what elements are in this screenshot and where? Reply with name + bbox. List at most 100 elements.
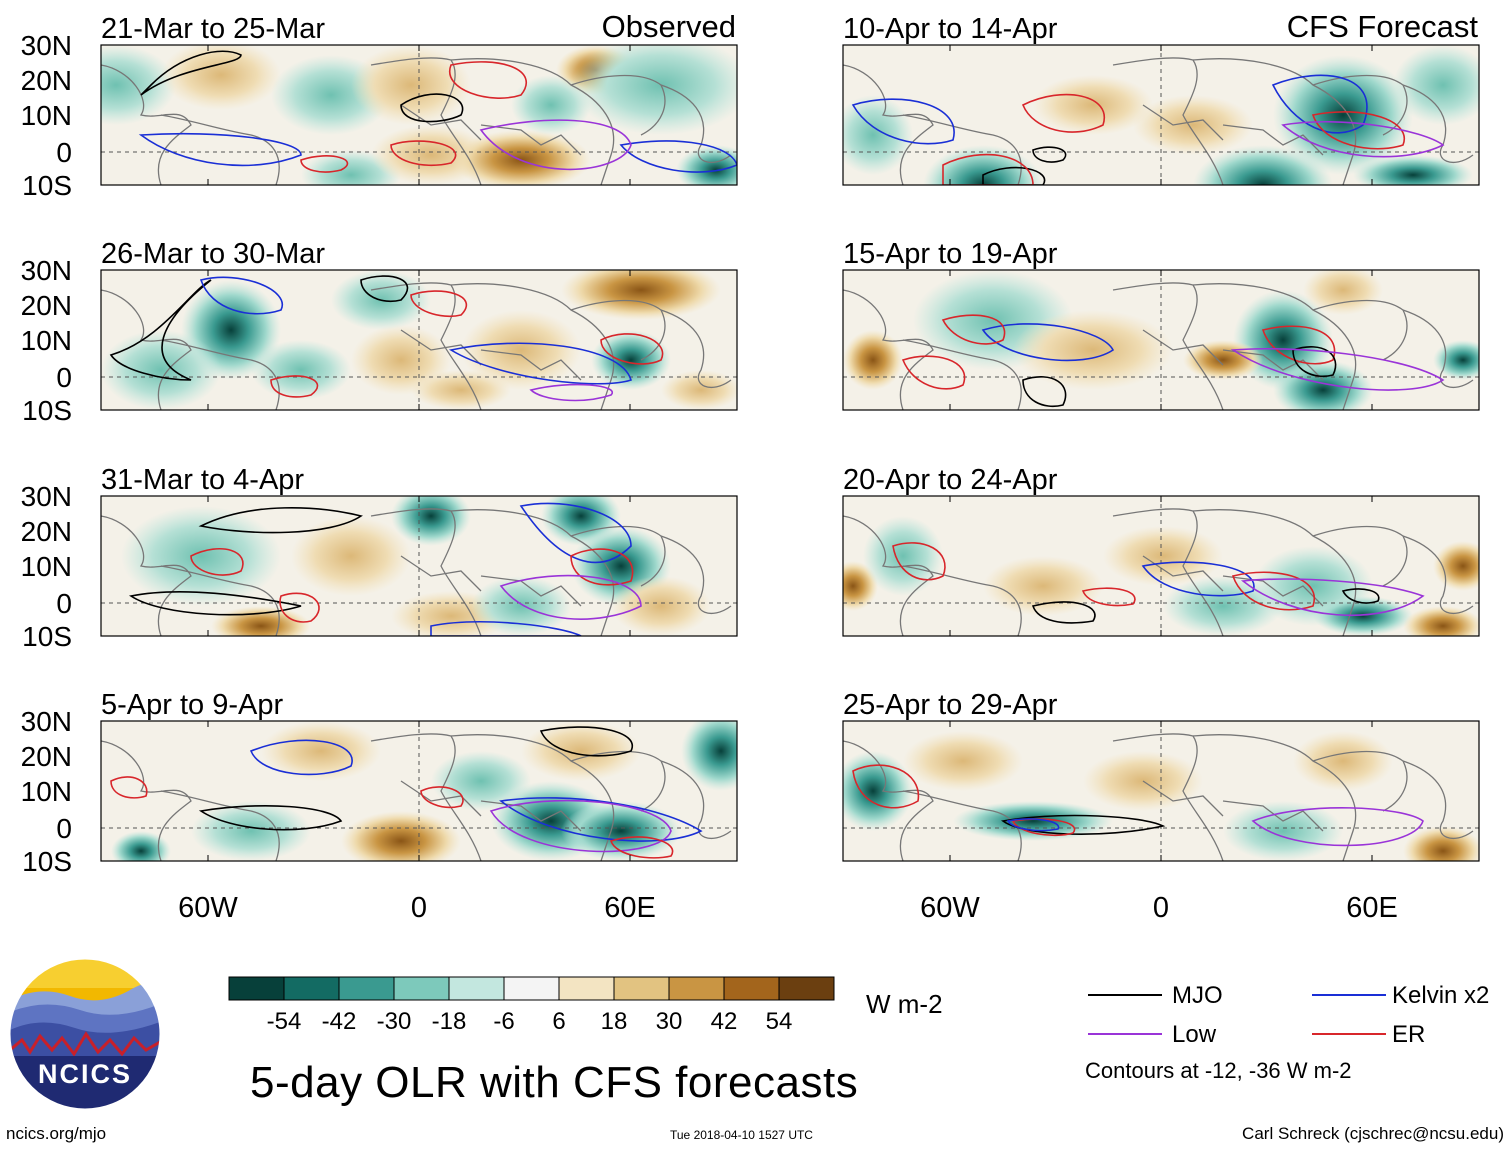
olr-anomaly-region xyxy=(903,731,1023,791)
longitude-label: 60E xyxy=(604,892,656,924)
contour-r xyxy=(852,764,920,809)
contour-p xyxy=(1230,348,1445,391)
colorbar-swatch xyxy=(448,976,505,1001)
olr-anomaly-region xyxy=(341,811,461,861)
wave-contours xyxy=(110,726,703,859)
latitude-label: 30N xyxy=(21,30,72,61)
coastlines xyxy=(843,733,1474,861)
olr-anomaly-region xyxy=(843,751,913,831)
contour-k xyxy=(360,275,409,302)
olr-anomaly-region xyxy=(261,721,381,781)
latitude-label: 30N xyxy=(21,706,72,737)
olr-anomaly-region xyxy=(661,370,737,410)
contour-b xyxy=(519,502,632,564)
colorbar-label: -18 xyxy=(432,1008,467,1035)
contour-b xyxy=(199,276,284,315)
contour-b xyxy=(1271,74,1368,134)
contour-r xyxy=(190,548,244,576)
panel-ticks xyxy=(949,496,1373,636)
contour-p xyxy=(1251,807,1424,847)
colorbar-swatch xyxy=(503,976,560,1001)
legend-label-low: Low xyxy=(1172,1021,1217,1048)
panel-ticks xyxy=(207,270,631,410)
colorbar-swatch xyxy=(283,976,340,1001)
contour-k xyxy=(1032,146,1067,163)
latitude-label: 10S xyxy=(22,170,72,201)
wave-contours xyxy=(109,275,664,402)
coastlines xyxy=(101,733,732,861)
coastlines xyxy=(101,282,732,410)
longitude-label: 60W xyxy=(920,892,980,924)
contour-k xyxy=(140,50,242,96)
longitude-label: 0 xyxy=(411,892,427,924)
olr-anomaly-region xyxy=(561,270,721,320)
olr-shading xyxy=(843,731,1479,861)
contour-k xyxy=(400,93,464,123)
olr-anomaly-region xyxy=(111,831,171,861)
olr-anomaly-region xyxy=(1033,75,1153,135)
panel-title: 21-Mar to 25-Mar xyxy=(101,13,325,45)
contour-r xyxy=(110,776,148,799)
olr-anomaly-region xyxy=(471,576,571,636)
olr-anomaly-region xyxy=(843,330,903,390)
olr-anomaly-region xyxy=(101,45,176,125)
contour-b xyxy=(499,797,703,842)
olr-anomaly-region xyxy=(511,75,591,135)
contour-r xyxy=(609,836,674,859)
olr-anomaly-region xyxy=(1313,596,1413,636)
olr-anomaly-region xyxy=(391,496,471,546)
contour-r xyxy=(448,61,528,99)
figure-title: 5-day OLR with CFS forecasts xyxy=(250,1058,859,1107)
contour-note: Contours at -12, -36 W m-2 xyxy=(1085,1058,1352,1083)
legend-label-kelvin: Kelvin x2 xyxy=(1392,982,1490,1009)
olr-shading xyxy=(121,496,711,636)
contour-b xyxy=(1006,818,1060,832)
footer-link[interactable]: ncics.org/mjo xyxy=(6,1124,107,1143)
contour-p xyxy=(1281,120,1445,158)
panel-ticks xyxy=(949,45,1373,185)
map-panel: 10-Apr to 14-Apr xyxy=(842,13,1480,186)
colorbar-swatch xyxy=(613,976,670,1001)
olr-anomaly-region xyxy=(681,721,737,791)
panels-layer: 21-Mar to 25-Mar 30N 20N 10N 0 10S 26-Mar to 3… xyxy=(21,13,1480,877)
latitude-label: 20N xyxy=(21,516,72,547)
legend-label-er: ER xyxy=(1392,1021,1426,1048)
colorbar-swatch xyxy=(668,976,725,1001)
contour-r xyxy=(600,333,664,365)
wave-contours xyxy=(901,314,1445,407)
olr-anomaly-region xyxy=(983,556,1103,616)
olr-anomaly-region xyxy=(451,130,591,185)
longitude-label: 60W xyxy=(178,892,238,924)
panel-title: 26-Mar to 30-Mar xyxy=(101,238,325,270)
panel-ticks xyxy=(949,721,1373,861)
olr-anomaly-region xyxy=(521,721,641,781)
coastlines xyxy=(101,57,732,185)
latitude-label: 10N xyxy=(21,551,72,582)
wave-contours xyxy=(892,542,1425,624)
olr-anomaly-region xyxy=(863,516,943,596)
latitude-label: 10N xyxy=(21,325,72,356)
contour-k xyxy=(128,591,302,616)
contour-r xyxy=(300,155,349,173)
olr-anomaly-region xyxy=(351,45,471,125)
colorbar-label: -6 xyxy=(493,1008,514,1035)
panel-ticks xyxy=(207,721,631,861)
colorbar: -54 -42 -30 -18 -6 6 18 30 42 54 xyxy=(228,976,835,1035)
contour-r xyxy=(941,314,1006,345)
panel-ticks xyxy=(949,270,1373,410)
contour-b xyxy=(619,140,737,173)
contour-r xyxy=(270,375,319,398)
contour-p xyxy=(1240,578,1425,616)
olr-anomaly-region xyxy=(1353,155,1473,185)
colorbar-swatch xyxy=(228,976,285,1001)
map-panel: 15-Apr to 19-Apr xyxy=(842,238,1480,411)
latitude-label: 0 xyxy=(56,813,72,844)
contour-k xyxy=(198,805,343,831)
olr-shading xyxy=(843,45,1479,185)
contour-r xyxy=(420,786,464,809)
panel-title: 31-Mar to 4-Apr xyxy=(101,464,304,496)
contour-b xyxy=(138,132,302,167)
